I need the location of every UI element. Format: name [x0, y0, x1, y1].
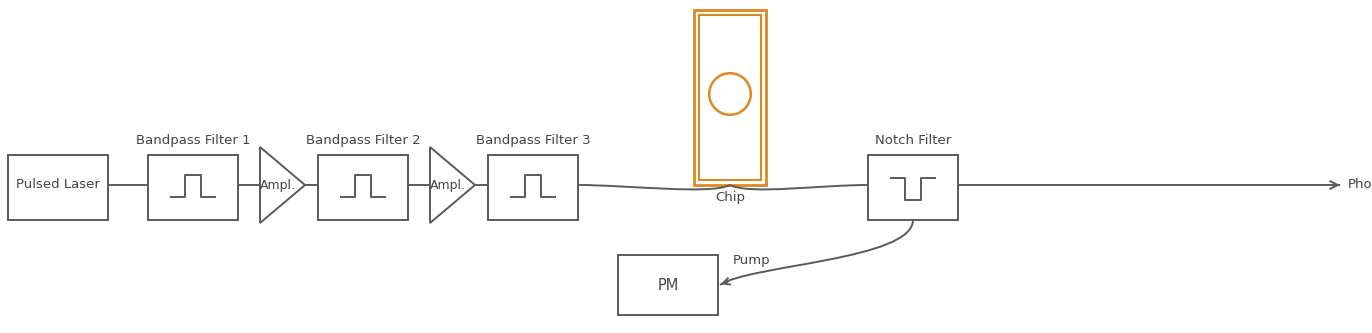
- Bar: [318, 155, 407, 220]
- Text: Pump: Pump: [733, 254, 771, 267]
- Bar: [148, 155, 237, 220]
- Text: Notch Filter: Notch Filter: [875, 134, 951, 147]
- Text: Chip: Chip: [715, 191, 745, 204]
- Text: Bandpass Filter 2: Bandpass Filter 2: [306, 134, 420, 147]
- Bar: [694, 10, 766, 185]
- Text: Bandpass Filter 3: Bandpass Filter 3: [476, 134, 590, 147]
- Bar: [488, 155, 578, 220]
- Bar: [698, 15, 761, 180]
- Text: Photons: Photons: [1349, 178, 1372, 191]
- Text: PM: PM: [657, 277, 679, 292]
- Text: Ampl.: Ampl.: [429, 178, 465, 191]
- Text: Pulsed Laser: Pulsed Laser: [16, 178, 100, 191]
- Text: Bandpass Filter 1: Bandpass Filter 1: [136, 134, 250, 147]
- Bar: [8, 155, 108, 220]
- Bar: [868, 155, 958, 220]
- Text: Ampl.: Ampl.: [259, 178, 295, 191]
- Bar: [617, 255, 718, 315]
